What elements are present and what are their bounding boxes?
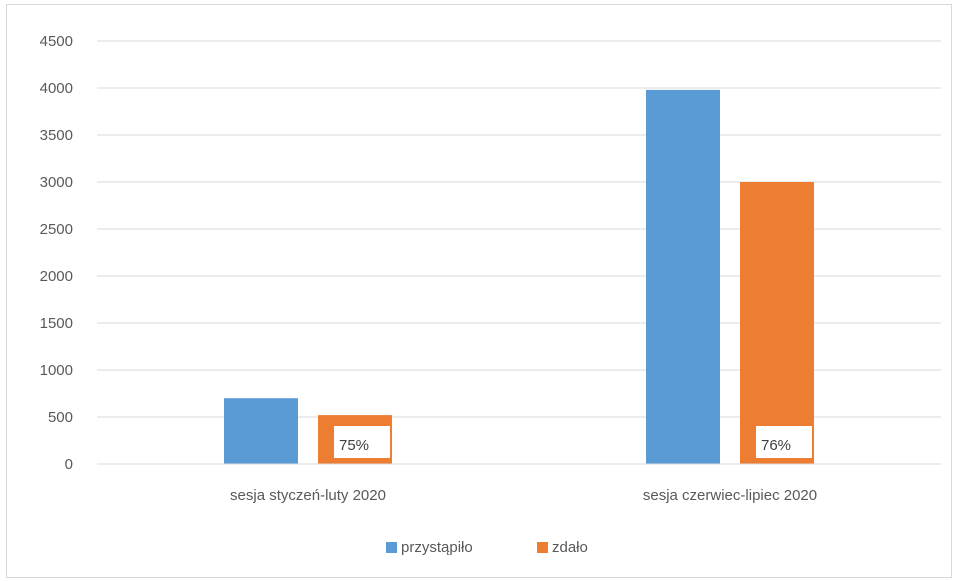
y-tick-label: 4500 <box>40 33 73 50</box>
data-label: 76% <box>761 437 791 454</box>
y-tick-label: 1000 <box>40 362 73 379</box>
legend-swatch <box>537 542 548 553</box>
data-labels: 75% 76% <box>334 426 812 458</box>
y-tick-label: 1500 <box>40 315 73 332</box>
legend-label: zdało <box>552 539 588 556</box>
y-tick-label: 2000 <box>40 268 73 285</box>
y-tick-label: 2500 <box>40 221 73 238</box>
y-tick-label: 3000 <box>40 174 73 191</box>
bar-przystapilo-1 <box>646 89 720 464</box>
legend-label: przystąpiło <box>401 539 473 556</box>
x-axis: sesja styczeń-luty 2020 sesja czerwiec-li… <box>97 463 941 504</box>
bar-przystapilo-0 <box>224 398 298 464</box>
gridlines <box>97 40 941 418</box>
bars <box>224 89 814 464</box>
x-category-label: sesja styczeń-luty 2020 <box>230 487 386 504</box>
data-label: 75% <box>339 437 369 454</box>
y-tick-label: 3500 <box>40 127 73 144</box>
legend-swatch <box>386 542 397 553</box>
y-tick-label: 0 <box>65 456 73 473</box>
data-label-box <box>756 426 812 458</box>
y-axis-tick-labels: 0 500 1000 1500 2000 2500 3000 3500 4000 4500 <box>40 33 73 473</box>
bar-zdalo-1 <box>740 182 814 464</box>
y-tick-label: 4000 <box>40 80 73 97</box>
legend: przystąpiło zdało <box>386 539 588 556</box>
y-tick-label: 500 <box>48 409 73 426</box>
data-label-box <box>334 426 390 458</box>
x-category-label: sesja czerwiec-lipiec 2020 <box>643 487 817 504</box>
